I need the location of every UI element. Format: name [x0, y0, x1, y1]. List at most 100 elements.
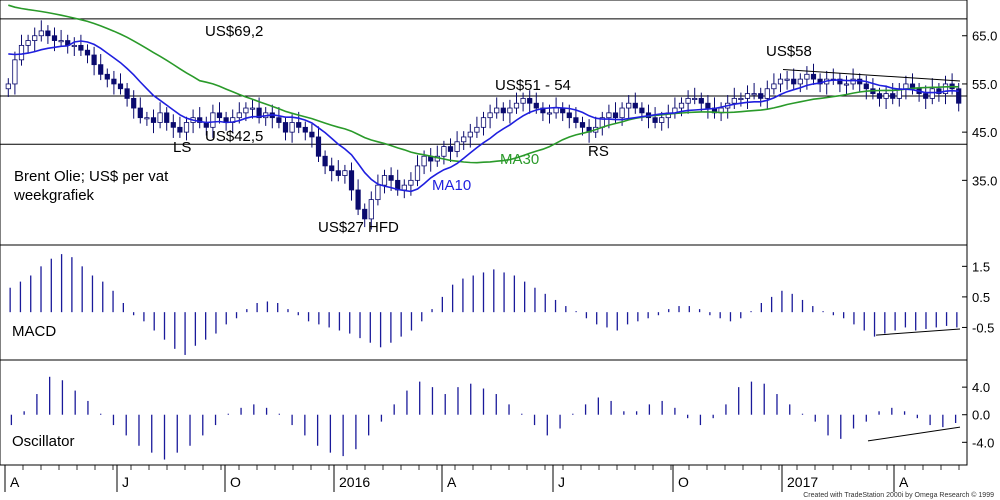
candle-body	[784, 78, 790, 81]
candle-body	[520, 98, 526, 104]
candle-body	[421, 155, 427, 167]
candle-body	[256, 107, 262, 119]
candle-body	[923, 93, 929, 99]
candle-body	[731, 98, 737, 104]
chart-title: Brent Olie; US$ per vat	[14, 168, 169, 185]
candle-body	[5, 83, 11, 90]
macd-y-tick-label: 1.5	[972, 259, 990, 274]
candle-body	[612, 112, 619, 119]
candle-body	[216, 112, 223, 119]
candle-body	[942, 83, 949, 94]
candle-body	[289, 122, 295, 133]
candle-body	[98, 64, 104, 75]
candle-body	[315, 136, 322, 157]
candle-body	[546, 112, 553, 115]
candle-body	[553, 107, 559, 114]
candle-body	[401, 184, 407, 191]
candle-body	[606, 112, 612, 119]
candle-body	[45, 30, 51, 37]
oscillator-divergence-line	[867, 426, 961, 442]
x-tick-label: O	[678, 474, 689, 490]
candle-body	[329, 165, 335, 172]
ma10-label: MA10	[432, 177, 471, 194]
candle-body	[929, 88, 935, 99]
candle-body	[243, 107, 249, 114]
candle-body	[170, 122, 176, 128]
candle-body	[164, 112, 170, 123]
candle-body	[210, 112, 216, 128]
candle-body	[890, 93, 896, 99]
candle-body	[513, 102, 520, 109]
candle-body	[348, 170, 355, 191]
candle-body	[282, 122, 289, 133]
macd-y-tick-label: -0.5	[972, 320, 994, 335]
ma30-label: MA30	[500, 151, 539, 168]
candle-body	[843, 83, 850, 86]
candle-body	[84, 49, 91, 56]
candle-body	[276, 117, 282, 123]
credit-text: Created with TradeStation 2000i by Omega…	[803, 491, 994, 499]
candle-body	[322, 155, 328, 167]
candle-body	[474, 126, 480, 133]
candle-body	[527, 98, 533, 104]
candle-body	[408, 179, 414, 186]
candle-body	[771, 83, 777, 90]
ma10-line	[8, 40, 959, 193]
chart-subtitle: weekgrafiek	[13, 187, 95, 204]
level-label-0: US$69,2	[205, 23, 263, 40]
candle-body	[461, 136, 467, 143]
candle-body	[18, 44, 25, 61]
candle-body	[639, 107, 645, 114]
candle-body	[487, 112, 493, 119]
candle-body	[157, 112, 163, 123]
candle-body	[375, 184, 381, 201]
candle-body	[58, 40, 64, 43]
candle-body	[296, 122, 302, 128]
candle-body	[111, 78, 117, 85]
candle-body	[573, 117, 579, 123]
macd-label: MACD	[12, 323, 56, 340]
candle-body	[104, 73, 110, 80]
candle-body	[342, 170, 348, 176]
candle-body	[764, 88, 770, 99]
candle-body	[863, 83, 869, 90]
x-tick-label: A	[10, 474, 20, 490]
oscillator-y-tick-label: 0.0	[972, 408, 990, 423]
candle-body	[566, 112, 572, 119]
candle-body	[355, 189, 361, 210]
macd-panel	[9, 254, 961, 355]
candle-body	[78, 44, 84, 51]
candle-body	[362, 208, 368, 220]
candle-body	[467, 131, 473, 138]
price-y-tick-label: 55.0	[972, 77, 997, 92]
macd-y-tick-label: 0.5	[972, 290, 990, 305]
candle-body	[368, 199, 374, 220]
candle-body	[183, 122, 190, 133]
candle-body	[850, 78, 856, 85]
x-tick-label: J	[122, 474, 129, 490]
candle-body	[500, 107, 506, 114]
annotation-0: LS	[173, 139, 191, 156]
resistance-trendline	[782, 68, 961, 82]
candle-body	[25, 40, 31, 46]
candle-body	[197, 117, 203, 123]
candle-body	[32, 35, 38, 41]
price-y-tick-label: 65.0	[972, 29, 997, 44]
candle-body	[137, 107, 143, 119]
candle-body	[117, 83, 124, 90]
candle-body	[480, 117, 487, 128]
candle-body	[936, 88, 942, 94]
oscillator-y-tick-label: 4.0	[972, 380, 990, 395]
oscillator-panel	[10, 376, 961, 460]
candle-body	[876, 93, 883, 99]
candle-body	[177, 126, 183, 133]
candle-body	[777, 78, 784, 85]
x-tick-label: A	[899, 474, 909, 490]
candle-body	[447, 146, 454, 152]
candle-body	[619, 107, 625, 119]
macd-divergence-line	[875, 328, 961, 336]
annotation-2: RS	[588, 143, 609, 160]
x-tick-label: O	[230, 474, 241, 490]
candle-body	[744, 93, 751, 99]
